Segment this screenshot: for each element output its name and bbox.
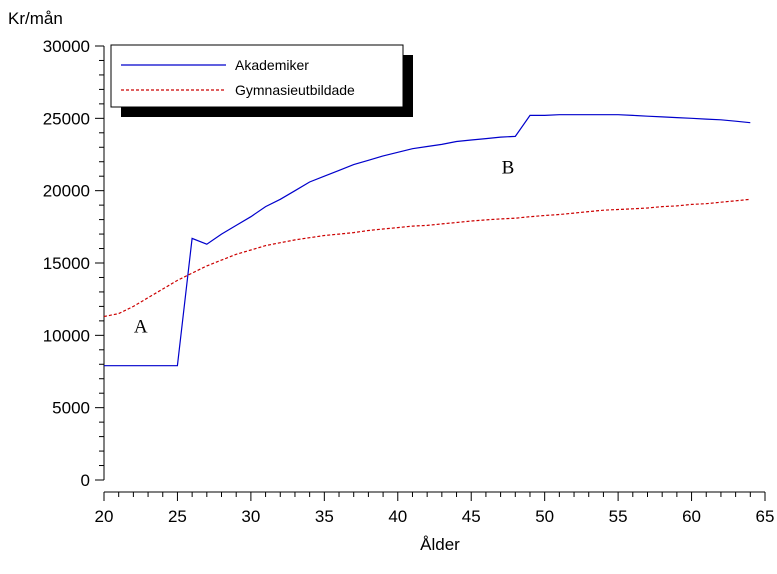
legend-label-gymnasieutbildade: Gymnasieutbildade <box>235 82 355 98</box>
x-tick-label: 30 <box>241 507 260 526</box>
x-tick-label: 20 <box>95 507 114 526</box>
series-line-akademiker <box>104 114 751 367</box>
legend-box <box>110 44 404 108</box>
axes: 0 5000 10000 15000 20000 25000 30000 20 25 30 35 40… <box>43 37 775 526</box>
x-tick-label: 50 <box>535 507 554 526</box>
x-tick-label: 40 <box>388 507 407 526</box>
annotation-label: B <box>502 157 515 178</box>
x-tick-label: 60 <box>682 507 701 526</box>
x-tick-label: 25 <box>168 507 187 526</box>
y-tick-label: 30000 <box>43 37 90 56</box>
x-axis-label: Ålder <box>420 535 460 554</box>
y-tick-label: 10000 <box>43 326 90 345</box>
x-tick-label: 55 <box>609 507 628 526</box>
y-tick-label: 20000 <box>43 182 90 201</box>
annotations: AB <box>134 157 514 337</box>
y-tick-label: 25000 <box>43 109 90 128</box>
legend: Akademiker Gymnasieutbildade <box>110 44 413 117</box>
y-axis-label: Kr/mån <box>8 9 63 28</box>
y-tick-label: 15000 <box>43 254 90 273</box>
x-tick-label: 65 <box>756 507 775 526</box>
x-tick-label: 45 <box>462 507 481 526</box>
annotation-label: A <box>134 316 148 337</box>
series-layer <box>103 114 751 367</box>
y-tick-label: 0 <box>81 471 90 490</box>
y-tick-label: 5000 <box>52 399 90 418</box>
series-line-gymnasieutbildade <box>103 198 751 318</box>
legend-label-akademiker: Akademiker <box>235 57 309 73</box>
x-tick-label: 35 <box>315 507 334 526</box>
